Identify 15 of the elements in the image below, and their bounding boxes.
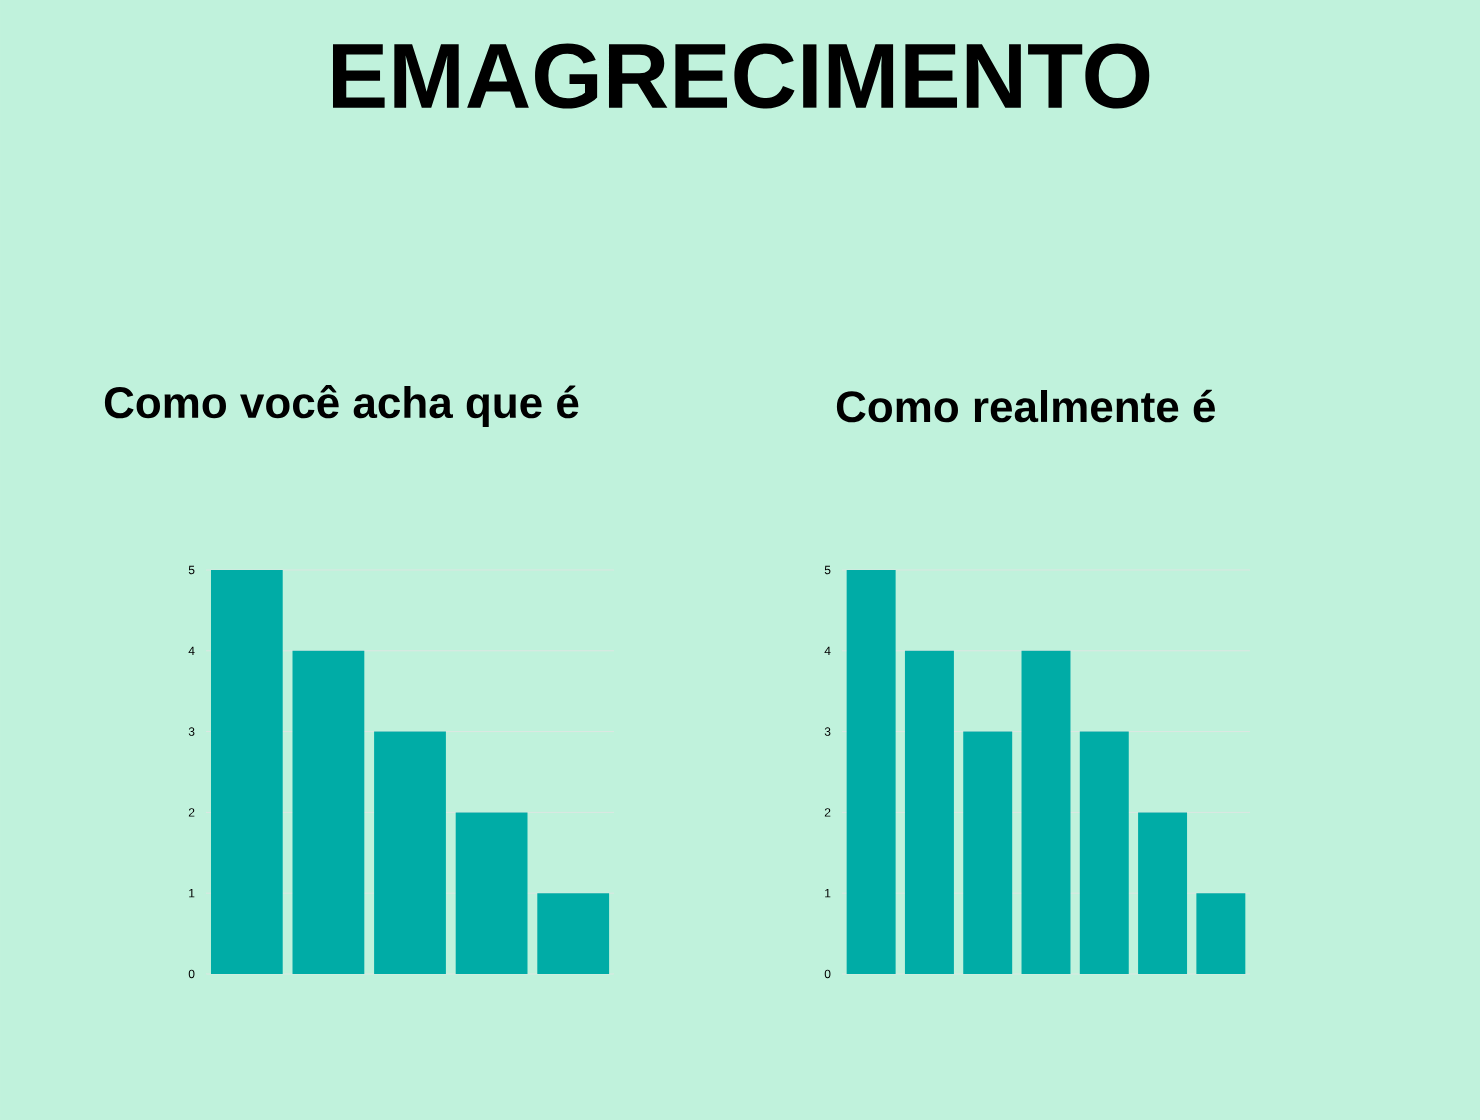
bar <box>963 731 1013 974</box>
chart-subtitle: Como você acha que é <box>104 385 579 427</box>
bar <box>455 812 528 974</box>
chart-title: EMAGRECIMENTO <box>332 43 1150 109</box>
bar <box>1079 731 1129 974</box>
bar <box>292 650 365 974</box>
bar <box>374 731 446 974</box>
chart-title: Como realmente é <box>836 389 1215 423</box>
bar <box>1021 650 1071 974</box>
bar <box>1138 812 1188 974</box>
bar <box>210 569 283 974</box>
bar <box>904 650 954 974</box>
bar <box>537 893 610 974</box>
bar <box>846 569 896 974</box>
bar <box>1196 893 1246 974</box>
